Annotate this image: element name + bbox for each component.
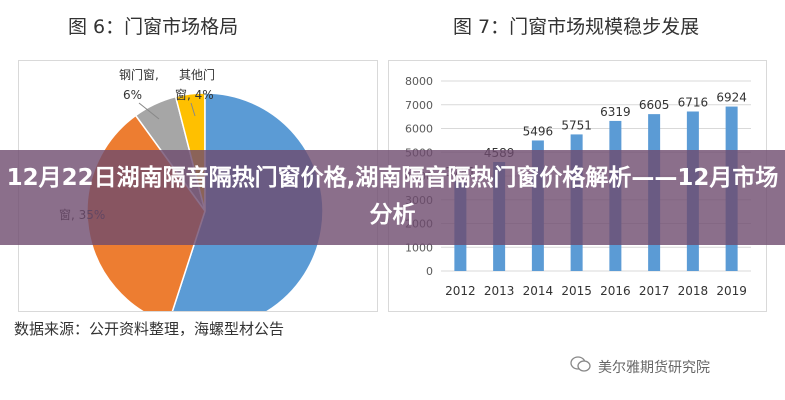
bar-value-label: 6924 [716,91,747,105]
headline: 12月22日湖南隔音隔热门窗价格,湖南隔音隔热门窗价格解析——12月市场分析 [6,165,779,228]
x-tick-label: 2017 [639,284,670,298]
x-tick-label: 2016 [600,284,631,298]
bar-value-label: 6605 [639,98,670,112]
source-note: 数据来源：公开资料整理，海螺型材公告 [14,320,285,338]
x-tick-label: 2012 [445,284,476,298]
bar-chart-title: 图 7：门窗市场规模稳步发展 [453,16,700,38]
pie-leader-line [138,102,160,120]
y-tick-label: 7000 [405,99,433,112]
pie-chart-title: 图 6：门窗市场格局 [68,16,239,38]
headline-banner [0,150,785,245]
bar-value-label: 5496 [523,124,554,138]
x-tick-label: 2014 [523,284,554,298]
pie-slice-label: 6% [123,88,142,102]
x-tick-label: 2019 [716,284,747,298]
pie-slice-label: 窗, 4% [175,88,214,102]
wechat-icon [570,356,591,372]
y-tick-label: 8000 [405,75,433,88]
x-tick-label: 2013 [484,284,515,298]
pie-slice-label: 其他门 [179,67,215,82]
bar-value-label: 5751 [561,118,592,132]
pie-leader-line [190,102,196,117]
bar-value-label: 6319 [600,105,631,119]
x-tick-label: 2015 [561,284,592,298]
x-tick-label: 2018 [678,284,709,298]
pie-slice-label: 钢门窗, [119,67,159,82]
wechat-account-label: 美尔雅期货研究院 [598,360,710,376]
bar-value-label: 6716 [678,95,709,109]
y-tick-label: 6000 [405,123,433,136]
y-tick-label: 0 [426,265,433,278]
